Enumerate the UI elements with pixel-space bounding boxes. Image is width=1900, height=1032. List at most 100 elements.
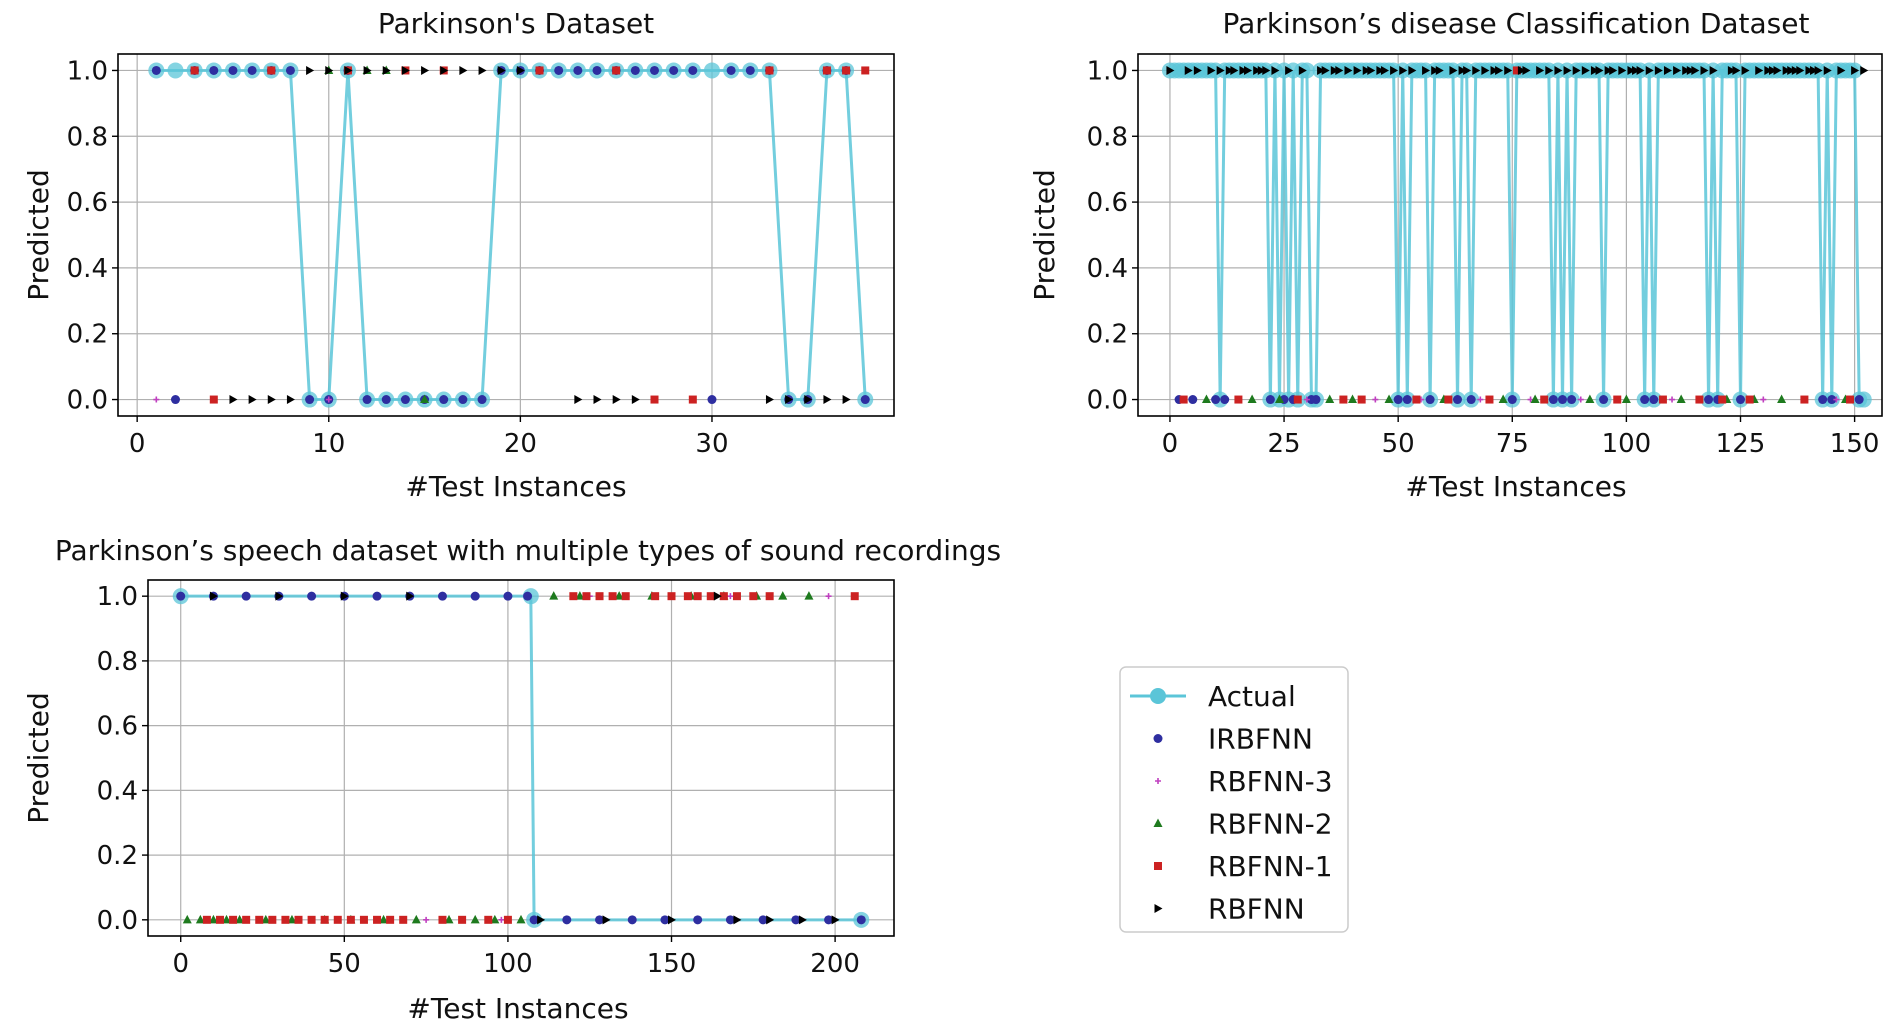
series-irbfnn-point (1736, 395, 1746, 405)
series-rbfnn-point (765, 395, 774, 405)
series-rbfnn-1-point (535, 66, 544, 75)
legend-label: RBFNN-1 (1208, 850, 1333, 883)
y-tick-label: 0.4 (67, 254, 108, 284)
y-axis-label: Predicted (22, 169, 55, 300)
series-rbfnn-1-point (1234, 395, 1243, 404)
series-rbfnn-3-point (1303, 396, 1310, 403)
legend-marker (1154, 862, 1162, 870)
series-rbfnn-2-point (1201, 394, 1211, 404)
series-rbfnn-2-point (208, 914, 218, 924)
x-tick-label: 75 (1496, 429, 1529, 459)
series-irbfnn-point (151, 65, 161, 75)
series-irbfnn-point (660, 915, 670, 925)
series-rbfnn-1-point (1512, 66, 1521, 75)
series-irbfnn-point (503, 591, 513, 601)
series-rbfnn-point (1609, 65, 1618, 75)
series-rbfnn-3-point (1577, 396, 1584, 403)
series-rbfnn-point (344, 65, 353, 75)
series-rbfnn-point (1166, 65, 1175, 75)
series-rbfnn-point (1216, 65, 1225, 75)
series-rbfnn-1-point (346, 915, 355, 924)
series-irbfnn-point (241, 591, 251, 601)
y-tick-label: 0.2 (67, 320, 108, 350)
series-rbfnn-2-point (575, 591, 585, 600)
series-rbfnn-point (1399, 65, 1408, 75)
y-tick-label: 0.8 (97, 647, 138, 677)
series-rbfnn-1-point (294, 915, 303, 924)
series-rbfnn-1-point (268, 915, 277, 924)
series-rbfnn-1-point (651, 592, 660, 601)
series-rbfnn-point (1732, 65, 1741, 75)
series-rbfnn-1-point (386, 915, 395, 924)
series-rbfnn-1-point (1179, 395, 1188, 404)
series-rbfnn-1-point (1695, 395, 1704, 404)
series-irbfnn-point (1425, 395, 1435, 405)
series-rbfnn-3-point (498, 916, 505, 923)
plot-frame (1137, 53, 1883, 417)
series-rbfnn-3-point (1833, 396, 1840, 403)
x-tick-label: 150 (1830, 429, 1880, 459)
series-rbfnn-point (1285, 65, 1294, 75)
series-rbfnn-1-point (850, 592, 859, 601)
series-irbfnn-point (1548, 395, 1558, 405)
y-tick-label: 1.0 (1087, 56, 1128, 86)
series-irbfnn-point (669, 65, 679, 75)
series-rbfnn-3 (1303, 396, 1840, 403)
series-rbfnn-point (1727, 65, 1736, 75)
series-irbfnn-point (372, 591, 382, 601)
series-rbfnn-point (1376, 65, 1385, 75)
series-rbfnn-point (1481, 65, 1490, 75)
series-irbfnn-point (209, 65, 219, 75)
series-rbfnn-point (1536, 65, 1545, 75)
series-rbfnn-1-point (1444, 395, 1453, 404)
legend-frame (1119, 666, 1349, 933)
plot-frame (117, 53, 895, 417)
series-rbfnn-point (1193, 65, 1202, 75)
series-rbfnn-1-point (732, 592, 741, 601)
series-rbfnn-point (1490, 65, 1499, 75)
series-rbfnn-point (1796, 65, 1805, 75)
series-irbfnn-point (523, 591, 533, 601)
plot-frame (147, 579, 895, 937)
series-rbfnn-point (1317, 65, 1326, 75)
series-rbfnn-point (1408, 65, 1417, 75)
series-irbfnn-point (1854, 395, 1864, 405)
series-rbfnn-1-point (229, 915, 238, 924)
series-rbfnn-point (325, 65, 334, 75)
series-rbfnn-1-point (1800, 395, 1809, 404)
series-rbfnn-point (1691, 65, 1700, 75)
axis-ticks: 0 25 50 75 100 125 150 0.0 0.2 0.4 0.6 0.8 1.0 (1087, 56, 1880, 459)
series-rbfnn-point (1458, 65, 1467, 75)
series-rbfnn-point (1554, 65, 1563, 75)
y-tick-label: 0.6 (1087, 188, 1128, 218)
series-rbfnn-point (209, 591, 218, 601)
series-rbfnn-2-point (1348, 394, 1358, 404)
series-rbfnn-point (478, 65, 487, 75)
series-irbfnn (176, 591, 866, 925)
series-irbfnn-point (824, 915, 834, 925)
y-tick-label: 0.4 (97, 776, 138, 806)
series-rbfnn-point (1449, 65, 1458, 75)
chart-panel-2: 0 25 50 75 100 125 150 0.0 0.2 0.4 0.6 0.8 1.0 Parkin… (1028, 7, 1883, 503)
series-rbfnn-point (1225, 65, 1234, 75)
series-rbfnn-point (1768, 65, 1777, 75)
x-tick-label: 20 (504, 429, 537, 459)
series-actual-point (167, 62, 184, 79)
series-rbfnn-1-point (242, 915, 251, 924)
series-rbfnn-2-point (444, 914, 454, 924)
series-irbfnn-point (247, 65, 257, 75)
series-irbfnn-point (362, 395, 372, 405)
legend-label: RBFNN-2 (1208, 808, 1333, 841)
series-irbfnn-point (707, 395, 717, 405)
series-rbfnn-1-point (267, 66, 276, 75)
legend-marker (1154, 904, 1163, 913)
series-rbfnn-point (1253, 65, 1262, 75)
series-rbfnn-1-point (438, 915, 447, 924)
series-irbfnn-point (477, 395, 487, 405)
series-rbfnn-point (1335, 65, 1344, 75)
series-rbfnn-1-point (458, 915, 467, 924)
series-rbfnn-2-point (1325, 394, 1335, 404)
series-rbfnn-point (602, 915, 611, 925)
legend-label: Actual (1208, 680, 1296, 713)
series-irbfnn-point (630, 65, 640, 75)
